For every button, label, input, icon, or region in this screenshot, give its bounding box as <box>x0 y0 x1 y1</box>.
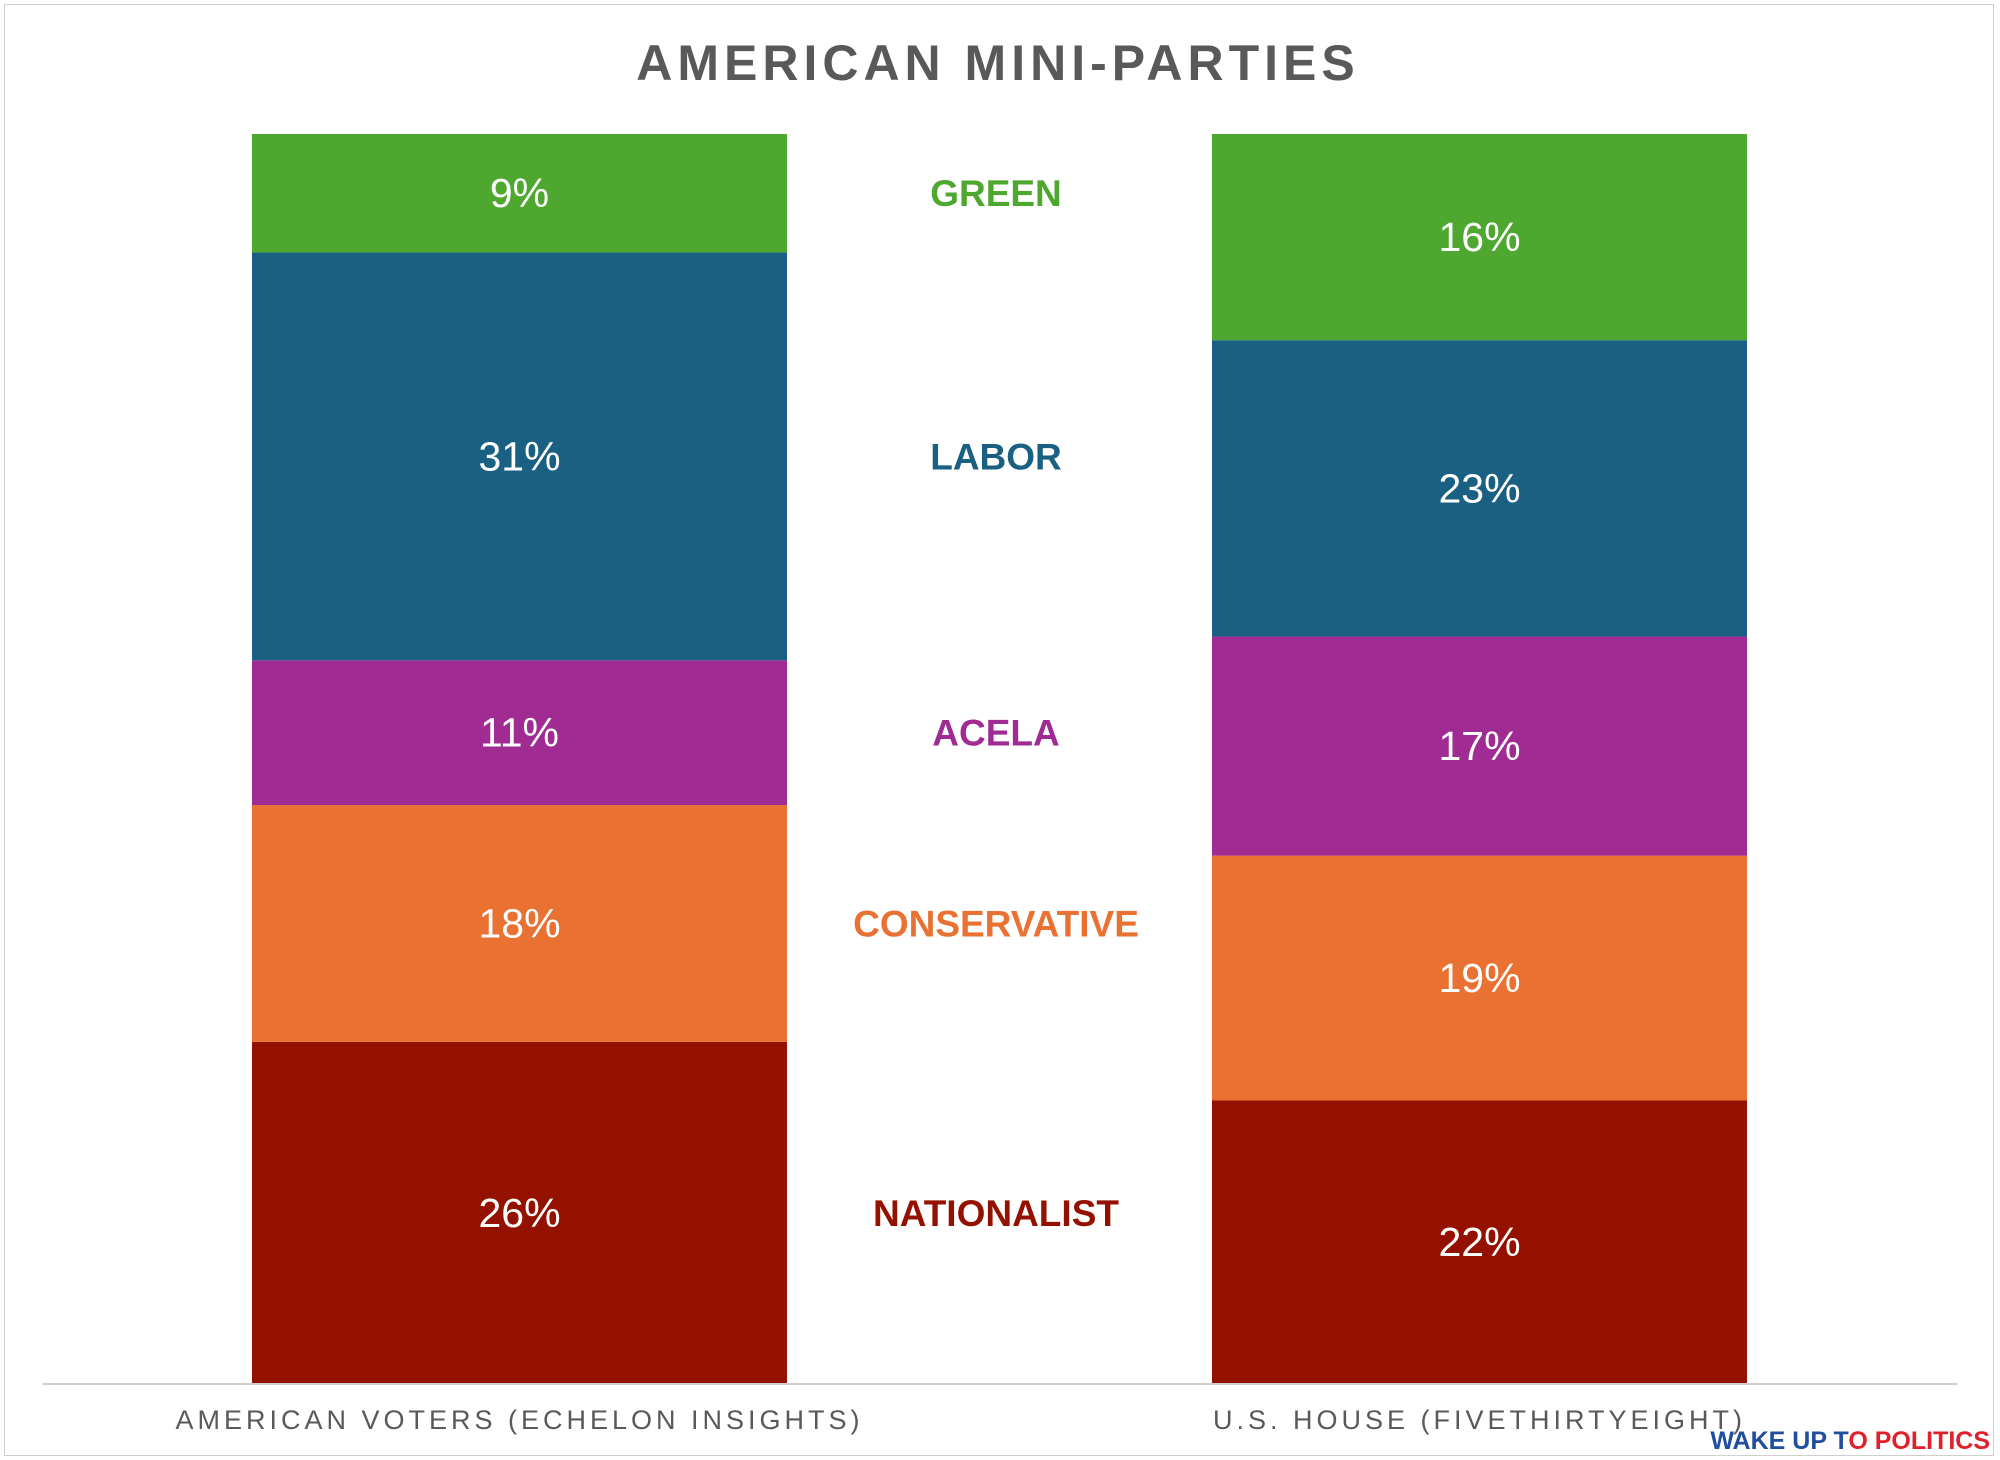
brand-logo: WAKE UP TO POLITICS <box>1710 1427 1990 1455</box>
chart-title: AMERICAN MINI-PARTIES <box>636 35 1360 91</box>
data-label-nationalist-1: 26% <box>478 1190 560 1236</box>
party-labels-group: NATIONALIST CONSERVATIVE ACELA LABOR GREEN <box>853 173 1139 1234</box>
bar-segment-nationalist-2 <box>1212 1100 1747 1384</box>
data-label-acela-1: 11% <box>480 710 559 756</box>
data-label-conservative-1: 18% <box>478 900 560 946</box>
series-label-conservative: CONSERVATIVE <box>853 903 1139 944</box>
bar-segment-labor-1 <box>252 252 787 661</box>
x-axis-label-1: AMERICAN VOTERS (ECHELON INSIGHTS) <box>175 1405 863 1435</box>
bar-segment-acela-2 <box>1212 636 1747 856</box>
series-label-green: GREEN <box>930 173 1062 214</box>
bar-segment-green-2 <box>1212 134 1747 341</box>
brand-part-3: POLITICS <box>1868 1427 1990 1455</box>
series-label-labor: LABOR <box>930 436 1062 477</box>
data-label-green-1: 9% <box>490 170 549 216</box>
bar-segment-labor-2 <box>1212 340 1747 637</box>
series-label-acela: ACELA <box>932 713 1059 754</box>
chart-frame <box>4 4 1994 1456</box>
x-axis-labels: AMERICAN VOTERS (ECHELON INSIGHTS) U.S. H… <box>175 1405 1746 1435</box>
data-label-conservative-2: 19% <box>1438 955 1520 1001</box>
brand-part-1: WAKE UP T <box>1710 1427 1848 1455</box>
data-label-labor-2: 23% <box>1438 465 1520 511</box>
series-label-nationalist: NATIONALIST <box>873 1193 1119 1234</box>
bars-group: 26% 18% 11% 31% 9% 22% 19% 17% 23% 16% <box>252 134 1747 1384</box>
data-label-nationalist-2: 22% <box>1438 1219 1520 1265</box>
bar-segment-acela-1 <box>252 660 787 806</box>
data-label-green-2: 16% <box>1438 214 1520 260</box>
bar-segment-green-1 <box>252 134 787 253</box>
bar-segment-conservative-1 <box>252 805 787 1042</box>
bar-segment-conservative-2 <box>1212 855 1747 1101</box>
data-label-labor-1: 31% <box>478 433 560 479</box>
x-axis-label-2: U.S. HOUSE (FIVETHIRTYEIGHT) <box>1213 1405 1746 1435</box>
brand-part-2: O <box>1848 1427 1867 1455</box>
data-label-acela-2: 17% <box>1438 723 1520 769</box>
bar-segment-nationalist-1 <box>252 1041 787 1384</box>
